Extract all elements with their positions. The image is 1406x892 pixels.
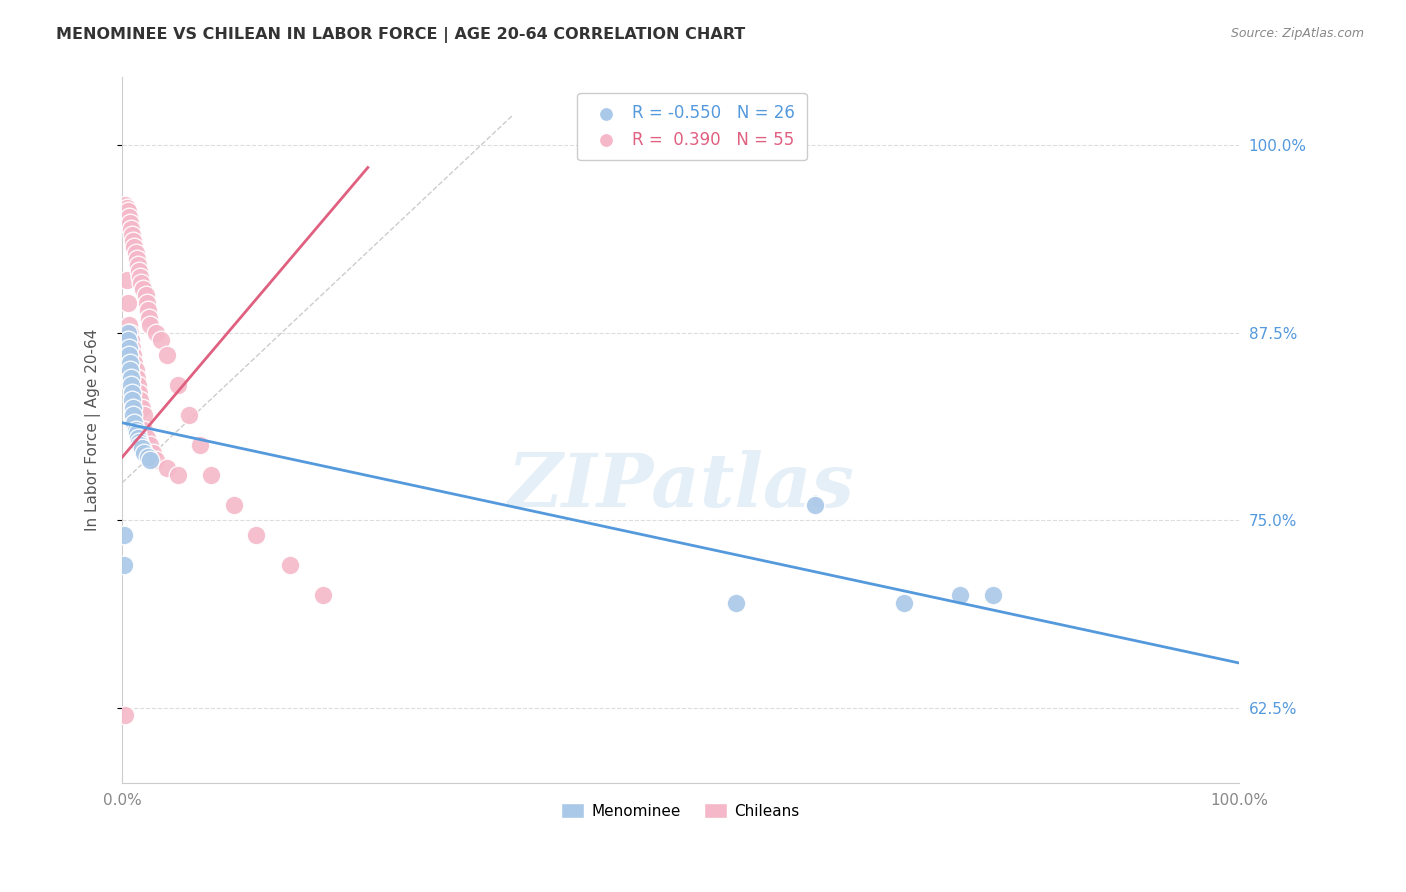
Point	[134, 423, 156, 437]
Point	[118, 341, 141, 355]
Point	[803, 498, 825, 512]
Point	[132, 282, 155, 296]
Point	[131, 442, 153, 456]
Point	[120, 370, 142, 384]
Point	[117, 295, 139, 310]
Point	[120, 378, 142, 392]
Point	[145, 326, 167, 340]
Point	[118, 318, 141, 333]
Point	[127, 378, 149, 392]
Point	[115, 273, 138, 287]
Point	[131, 401, 153, 415]
Point	[127, 258, 149, 272]
Point	[124, 363, 146, 377]
Point	[222, 498, 245, 512]
Point	[136, 450, 159, 465]
Point	[200, 468, 222, 483]
Point	[125, 252, 148, 266]
Point	[122, 409, 145, 423]
Point	[115, 201, 138, 215]
Point	[129, 270, 152, 285]
Point	[124, 246, 146, 260]
Point	[145, 453, 167, 467]
Point	[893, 596, 915, 610]
Text: Source: ZipAtlas.com: Source: ZipAtlas.com	[1230, 27, 1364, 40]
Point	[128, 264, 150, 278]
Point	[124, 423, 146, 437]
Point	[122, 348, 145, 362]
Point	[127, 431, 149, 445]
Point	[156, 348, 179, 362]
Point	[118, 216, 141, 230]
Point	[278, 558, 301, 573]
Point	[135, 288, 157, 302]
Point	[179, 409, 201, 423]
Point	[142, 446, 165, 460]
Point	[118, 363, 141, 377]
Point	[134, 409, 156, 423]
Point	[124, 240, 146, 254]
Point	[114, 708, 136, 723]
Point	[117, 333, 139, 347]
Point	[121, 385, 143, 400]
Point	[122, 234, 145, 248]
Point	[118, 356, 141, 370]
Point	[136, 303, 159, 318]
Point	[125, 370, 148, 384]
Point	[188, 438, 211, 452]
Point	[118, 348, 141, 362]
Point	[124, 416, 146, 430]
Point	[150, 333, 173, 347]
Point	[114, 198, 136, 212]
Point	[135, 295, 157, 310]
Point	[167, 468, 190, 483]
Point	[120, 333, 142, 347]
Text: MENOMINEE VS CHILEAN IN LABOR FORCE | AGE 20-64 CORRELATION CHART: MENOMINEE VS CHILEAN IN LABOR FORCE | AG…	[56, 27, 745, 43]
Point	[949, 588, 972, 602]
Point	[139, 453, 162, 467]
Point	[139, 318, 162, 333]
Point	[139, 438, 162, 452]
Text: ZIPatlas: ZIPatlas	[508, 450, 853, 523]
Point	[121, 228, 143, 243]
Point	[124, 356, 146, 370]
Point	[112, 558, 135, 573]
Point	[112, 528, 135, 542]
Point	[245, 528, 267, 542]
Legend: Menominee, Chileans: Menominee, Chileans	[555, 797, 806, 825]
Point	[117, 204, 139, 219]
Point	[125, 426, 148, 441]
Point	[118, 210, 141, 224]
Point	[129, 276, 152, 290]
Point	[122, 401, 145, 415]
Point	[312, 588, 335, 602]
Point	[135, 431, 157, 445]
Point	[128, 435, 150, 450]
Point	[118, 326, 141, 340]
Point	[121, 393, 143, 408]
Point	[134, 446, 156, 460]
Point	[167, 378, 190, 392]
Point	[129, 438, 152, 452]
Point	[128, 385, 150, 400]
Point	[121, 341, 143, 355]
Y-axis label: In Labor Force | Age 20-64: In Labor Force | Age 20-64	[86, 329, 101, 532]
Point	[117, 326, 139, 340]
Point	[129, 393, 152, 408]
Point	[120, 222, 142, 236]
Point	[138, 310, 160, 325]
Point	[981, 588, 1004, 602]
Point	[725, 596, 748, 610]
Point	[156, 460, 179, 475]
